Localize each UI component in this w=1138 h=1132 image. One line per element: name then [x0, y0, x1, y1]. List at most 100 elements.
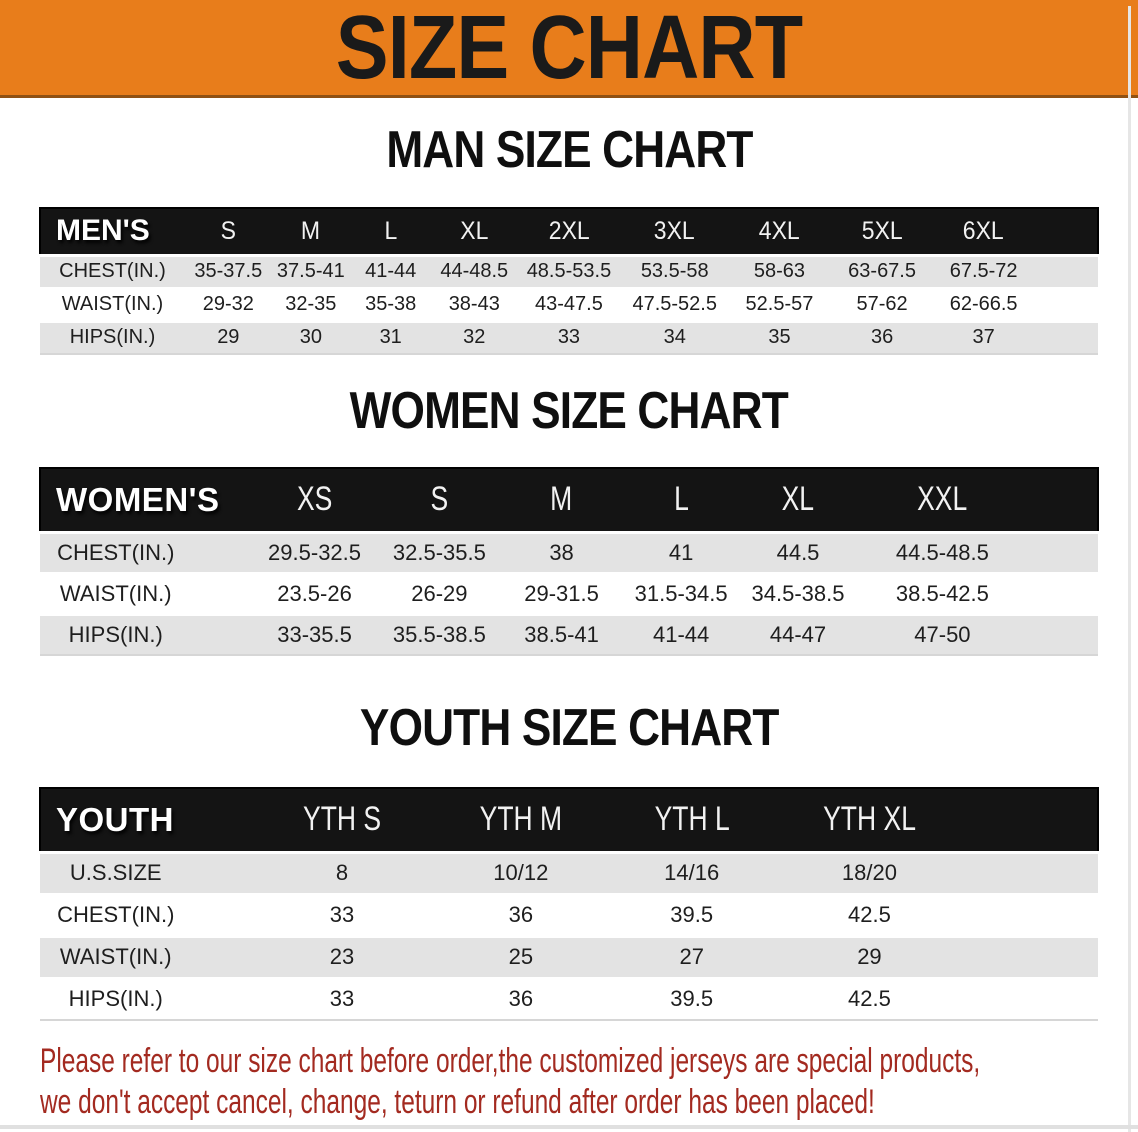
size-cell: 57-62 [856, 293, 908, 315]
size-cell: 47.5-52.5 [632, 293, 717, 315]
size-column-header-text: S [430, 480, 449, 519]
order-policy-line-2: we don't accept cancel, change, teturn o… [40, 1083, 875, 1121]
youth-header-row: YOUTH YTH S YTH M YTH L YTH XL [40, 788, 1098, 852]
women-header-row: WOMEN'S XS S M L XL XXL [40, 468, 1098, 532]
size-column-header: M [271, 208, 350, 255]
spacer-cell [1027, 614, 1098, 655]
size-column-header-text: YTH L [654, 800, 730, 839]
men-section: MAN SIZE CHART MEN'S S M L XL 2XL 3XL 4X… [0, 124, 1138, 355]
size-cell: 31 [349, 321, 432, 354]
size-cell: 27 [607, 936, 777, 978]
size-cell: 34 [620, 321, 729, 354]
size-cell: 31.5-34.5 [634, 580, 728, 606]
size-column-header: L [623, 468, 739, 532]
size-column-header: 5XL [830, 208, 934, 255]
row-label: HIPS(IN.) [68, 986, 163, 1012]
youth-group-label-cell: YOUTH [40, 788, 250, 852]
row-label: CHEST(IN.) [40, 532, 250, 573]
youth-table-body: U.S.SIZE 8 10/12 14/16 18/20 CHEST(IN.) … [40, 852, 1098, 1020]
banner: SIZE CHART [0, 0, 1138, 98]
size-cell: 35-37.5 [184, 255, 272, 288]
size-cell: 41 [623, 532, 739, 573]
size-column-header: YTH S [249, 788, 435, 852]
size-column-header-text: 6XL [963, 216, 1005, 245]
size-column-header: 4XL [728, 208, 831, 255]
chest-row: CHEST(IN.) 35-37.5 37.5-41 41-44 44-48.5… [40, 255, 1098, 288]
header-spacer-cell [962, 788, 1098, 852]
women-section-title-text: WOMEN SIZE CHART [349, 382, 789, 440]
size-column-header: YTH L [607, 788, 777, 852]
row-label: U.S.SIZE [40, 852, 250, 894]
size-cell: 29-31.5 [524, 580, 599, 606]
row-label: WAIST(IN.) [59, 580, 172, 606]
men-header-row: MEN'S S M L XL 2XL 3XL 4XL 5XL 6XL [40, 208, 1098, 255]
size-cell: 35-38 [365, 293, 417, 315]
size-column-header-text: 3XL [654, 216, 696, 245]
row-label: CHEST(IN.) [40, 255, 185, 288]
youth-table-header: YOUTH YTH S YTH M YTH L YTH XL [40, 788, 1098, 852]
spacer-cell [1033, 288, 1098, 321]
size-cell: 42.5 [848, 902, 891, 927]
row-label: WAIST(IN.) [61, 293, 164, 315]
size-cell: 47-50 [857, 614, 1028, 655]
women-group-label: WOMEN'S [56, 480, 220, 518]
spacer-cell [963, 978, 1098, 1020]
size-cell: 23 [249, 936, 435, 978]
size-cell: 38.5-42.5 [895, 580, 989, 606]
banner-title: SIZE CHART [335, 0, 803, 98]
size-cell: 29 [184, 321, 272, 354]
size-cell: 44.5-48.5 [857, 532, 1028, 573]
size-column-header: YTH M [434, 788, 608, 852]
size-cell: 39.5 [670, 986, 714, 1012]
size-column-header: XXL [857, 468, 1028, 532]
size-cell: 62-66.5 [949, 293, 1018, 315]
header-spacer-cell [1027, 468, 1098, 532]
size-cell: 14/16 [607, 852, 777, 894]
spacer-cell [1027, 532, 1098, 573]
page-edge-bottom [0, 1125, 1138, 1129]
size-cell: 39.5 [670, 902, 714, 927]
size-column-header: S [184, 208, 272, 255]
size-cell: 33 [329, 902, 355, 927]
size-cell: 23.5-26 [277, 580, 352, 606]
size-cell: 36 [830, 321, 934, 354]
size-cell: 38 [499, 532, 624, 573]
header-spacer-cell [1033, 208, 1098, 255]
men-section-title: MAN SIZE CHART [0, 124, 1138, 186]
hips-row: HIPS(IN.) 33-35.5 35.5-38.5 38.5-41 41-4… [40, 614, 1098, 655]
size-column-header: 3XL [620, 208, 729, 255]
youth-section-title-text: YOUTH SIZE CHART [359, 699, 779, 757]
hips-row: HIPS(IN.) 29 30 31 32 33 34 35 36 37 [40, 321, 1098, 354]
size-column-header-text: XS [296, 480, 333, 519]
size-cell: 32-35 [285, 293, 337, 315]
size-column-header-text: L [384, 216, 398, 245]
size-cell: 32.5-35.5 [379, 532, 500, 573]
size-column-header: 2XL [517, 208, 621, 255]
size-column-header-text: L [673, 480, 689, 519]
size-cell: 37 [933, 321, 1034, 354]
size-cell: 35 [728, 321, 831, 354]
youth-section-title: YOUTH SIZE CHART [0, 702, 1138, 764]
men-table-body: CHEST(IN.) 35-37.5 37.5-41 41-44 44-48.5… [40, 255, 1098, 354]
size-cell: 32 [431, 321, 518, 354]
size-cell: 63-67.5 [830, 255, 934, 288]
size-cell: 36 [508, 986, 534, 1012]
size-cell: 44.5 [738, 532, 858, 573]
size-column-header-text: S [220, 216, 236, 245]
size-cell: 41-44 [623, 614, 739, 655]
size-cell: 36 [508, 902, 534, 927]
size-column-header: XL [738, 468, 858, 532]
hips-row: HIPS(IN.) 33 36 39.5 42.5 [40, 978, 1098, 1020]
size-cell: 44-48.5 [431, 255, 518, 288]
waist-row: WAIST(IN.) 23.5-26 26-29 29-31.5 31.5-34… [40, 573, 1098, 614]
size-cell: 53.5-58 [620, 255, 729, 288]
spacer-cell [962, 936, 1098, 978]
page-edge-right [1128, 6, 1131, 1132]
size-column-header-text: 2XL [548, 216, 590, 245]
size-cell: 37.5-41 [271, 255, 350, 288]
order-policy-note: Please refer to our size chart before or… [40, 1041, 1138, 1123]
size-cell: 38-43 [448, 293, 500, 315]
size-cell: 38.5-41 [499, 614, 624, 655]
size-cell: 33 [517, 321, 621, 354]
